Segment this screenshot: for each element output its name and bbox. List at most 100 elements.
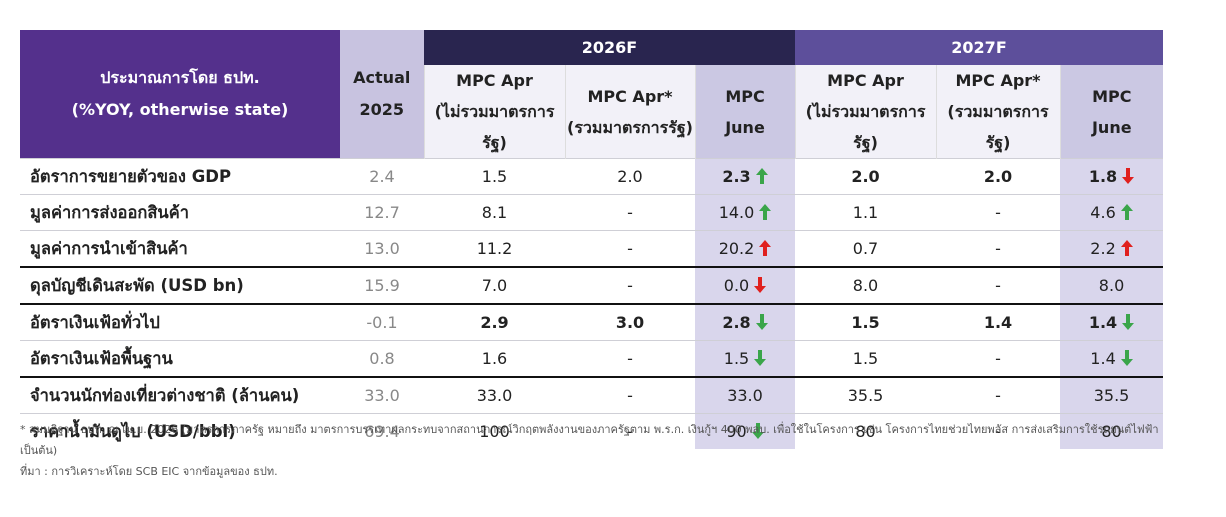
value: 8.0 bbox=[852, 276, 879, 295]
year-group: 2026F bbox=[424, 30, 796, 65]
row-label-text: มูลค่าการส่งออกสินค้า bbox=[30, 202, 189, 222]
value-cell: 1.4 bbox=[1060, 303, 1164, 341]
value-cell: 0.8 bbox=[340, 340, 424, 377]
value: 1.4 bbox=[1090, 349, 1116, 368]
value-cell: 33.0 bbox=[695, 376, 796, 414]
value-cell: 3.0 bbox=[565, 303, 695, 341]
value-cell: 2.2 bbox=[1060, 230, 1164, 267]
data-row: มูลค่าการนำเข้าสินค้า 13.0 11.2 - 20.2 0.7 - 2.… bbox=[20, 230, 1164, 267]
value-cell: - bbox=[936, 413, 1061, 449]
value-cell: 80 bbox=[1060, 413, 1164, 449]
value: 1.6 bbox=[481, 349, 508, 368]
row-label: อัตราเงินเฟ้อทั่วไป bbox=[20, 303, 340, 341]
value-cell: 90 bbox=[695, 413, 796, 449]
value-cell: - bbox=[936, 194, 1061, 231]
value-cell: 1.6 bbox=[424, 340, 565, 377]
header-actual: Actual 2025 bbox=[340, 30, 424, 159]
row-label: ราคาน้ำมันดูไบ (USD/bbl) bbox=[20, 413, 340, 449]
value-cell: 2.4 bbox=[340, 158, 424, 195]
value: 15.9 bbox=[364, 276, 400, 295]
header-text: MPC bbox=[1092, 86, 1132, 106]
header-text: MPC Apr* bbox=[587, 86, 673, 106]
value: 2.4 bbox=[369, 167, 395, 186]
value: 33.0 bbox=[364, 386, 400, 405]
value: - bbox=[627, 276, 633, 295]
value-cell: 2.0 bbox=[795, 158, 937, 195]
value-cell: 8.1 bbox=[424, 194, 565, 231]
data-row: ดุลบัญชีเดินสะพัด (USD bn) 15.9 7.0 - 0.0 8.0… bbox=[20, 266, 1164, 304]
value-cell: - bbox=[565, 376, 695, 414]
value: 2.0 bbox=[983, 167, 1013, 186]
table-body: อัตราการขยายตัวของ GDP 2.4 1.5 2.0 2.3 2.0 2.0… bbox=[20, 158, 1164, 449]
value-cell: 1.4 bbox=[936, 303, 1061, 341]
value-cell: 33.0 bbox=[424, 376, 565, 414]
data-row: ราคาน้ำมันดูไบ (USD/bbl) 69.4 100 - 90 80 - 80 bbox=[20, 413, 1164, 449]
value: 11.2 bbox=[476, 239, 513, 258]
trend-arrow bbox=[1122, 314, 1135, 330]
header-text: 2025 bbox=[359, 100, 405, 119]
header-text: ประมาณการโดย ธปท. bbox=[100, 68, 260, 87]
value: 2.0 bbox=[851, 167, 880, 186]
value: - bbox=[995, 239, 1001, 258]
value-cell: 35.5 bbox=[795, 376, 937, 414]
header-text: (รวมมาตรการรัฐ) bbox=[567, 117, 693, 137]
value: - bbox=[627, 239, 633, 258]
value-cell: 14.0 bbox=[695, 194, 796, 231]
trend-arrow bbox=[759, 204, 772, 220]
value: 1.5 bbox=[481, 167, 508, 186]
value-cell: - bbox=[936, 340, 1061, 377]
value: - bbox=[627, 386, 633, 405]
header-text: Actual bbox=[353, 68, 411, 87]
value: 14.0 bbox=[718, 203, 755, 222]
header-row: ประมาณการโดย ธปท. (%YOY, otherwise state)… bbox=[20, 30, 1164, 159]
value: 2.2 bbox=[1090, 239, 1116, 258]
value-cell: 1.8 bbox=[1060, 158, 1164, 195]
value: 0.0 bbox=[723, 276, 750, 295]
value: 1.5 bbox=[723, 349, 750, 368]
value-cell: 2.9 bbox=[424, 303, 565, 341]
column-header: MPC Apr* (รวมมาตรการรัฐ) bbox=[935, 65, 1061, 159]
value-cell: 33.0 bbox=[340, 376, 424, 414]
header-text: June bbox=[725, 117, 765, 137]
value: 8.1 bbox=[481, 203, 508, 222]
trend-arrow bbox=[1120, 350, 1133, 366]
header-text: (ไม่รวมมาตรการรัฐ) bbox=[805, 102, 926, 152]
value: 0.8 bbox=[369, 349, 395, 368]
value-cell: - bbox=[565, 340, 695, 377]
value: 2.3 bbox=[722, 167, 751, 186]
value: 33.0 bbox=[476, 386, 513, 405]
value-cell: 80 bbox=[795, 413, 937, 449]
trend-arrow bbox=[1120, 204, 1133, 220]
value: 80 bbox=[855, 422, 876, 441]
header-text: (ไม่รวมมาตรการรัฐ) bbox=[434, 102, 555, 152]
value: 1.4 bbox=[983, 313, 1013, 332]
row-label: อัตราการขยายตัวของ GDP bbox=[20, 158, 340, 195]
forecast-table: ประมาณการโดย ธปท. (%YOY, otherwise state)… bbox=[20, 30, 1164, 449]
data-row: อัตราการขยายตัวของ GDP 2.4 1.5 2.0 2.3 2.0 2.0… bbox=[20, 158, 1164, 195]
footnote: * สมมติฐาน ธปท. ณ เม.ย. 2026 (มาตรการภาค… bbox=[20, 423, 1159, 457]
value-cell: - bbox=[565, 230, 695, 267]
value-cell: 8.0 bbox=[795, 266, 937, 304]
data-row: อัตราเงินเฟ้อทั่วไป -0.1 2.9 3.0 2.8 1.5 1.4 1.… bbox=[20, 303, 1164, 341]
value: 1.5 bbox=[852, 349, 879, 368]
row-label: มูลค่าการส่งออกสินค้า bbox=[20, 194, 340, 231]
value: -0.1 bbox=[366, 313, 398, 332]
trend-arrow bbox=[755, 168, 768, 184]
row-label-text: มูลค่าการนำเข้าสินค้า bbox=[30, 238, 188, 258]
value-cell: 2.8 bbox=[695, 303, 796, 341]
row-label-text: อัตราเงินเฟ้อทั่วไป bbox=[30, 312, 160, 332]
value-cell: - bbox=[936, 266, 1061, 304]
trend-arrow bbox=[1122, 168, 1135, 184]
value-cell: 1.5 bbox=[795, 303, 937, 341]
trend-arrow bbox=[754, 350, 767, 366]
source-note: ที่มา : การวิเคราะห์โดย SCB EIC จากข้อมู… bbox=[20, 465, 278, 478]
value-cell: 2.3 bbox=[695, 158, 796, 195]
value-cell: - bbox=[565, 413, 695, 449]
value-cell: 1.5 bbox=[695, 340, 796, 377]
value: 90 bbox=[726, 422, 747, 441]
year-group: 2027F bbox=[795, 30, 1164, 65]
value-cell: 12.7 bbox=[340, 194, 424, 231]
header-text: (รวมมาตรการรัฐ) bbox=[947, 102, 1049, 152]
value: 2.0 bbox=[617, 167, 643, 186]
